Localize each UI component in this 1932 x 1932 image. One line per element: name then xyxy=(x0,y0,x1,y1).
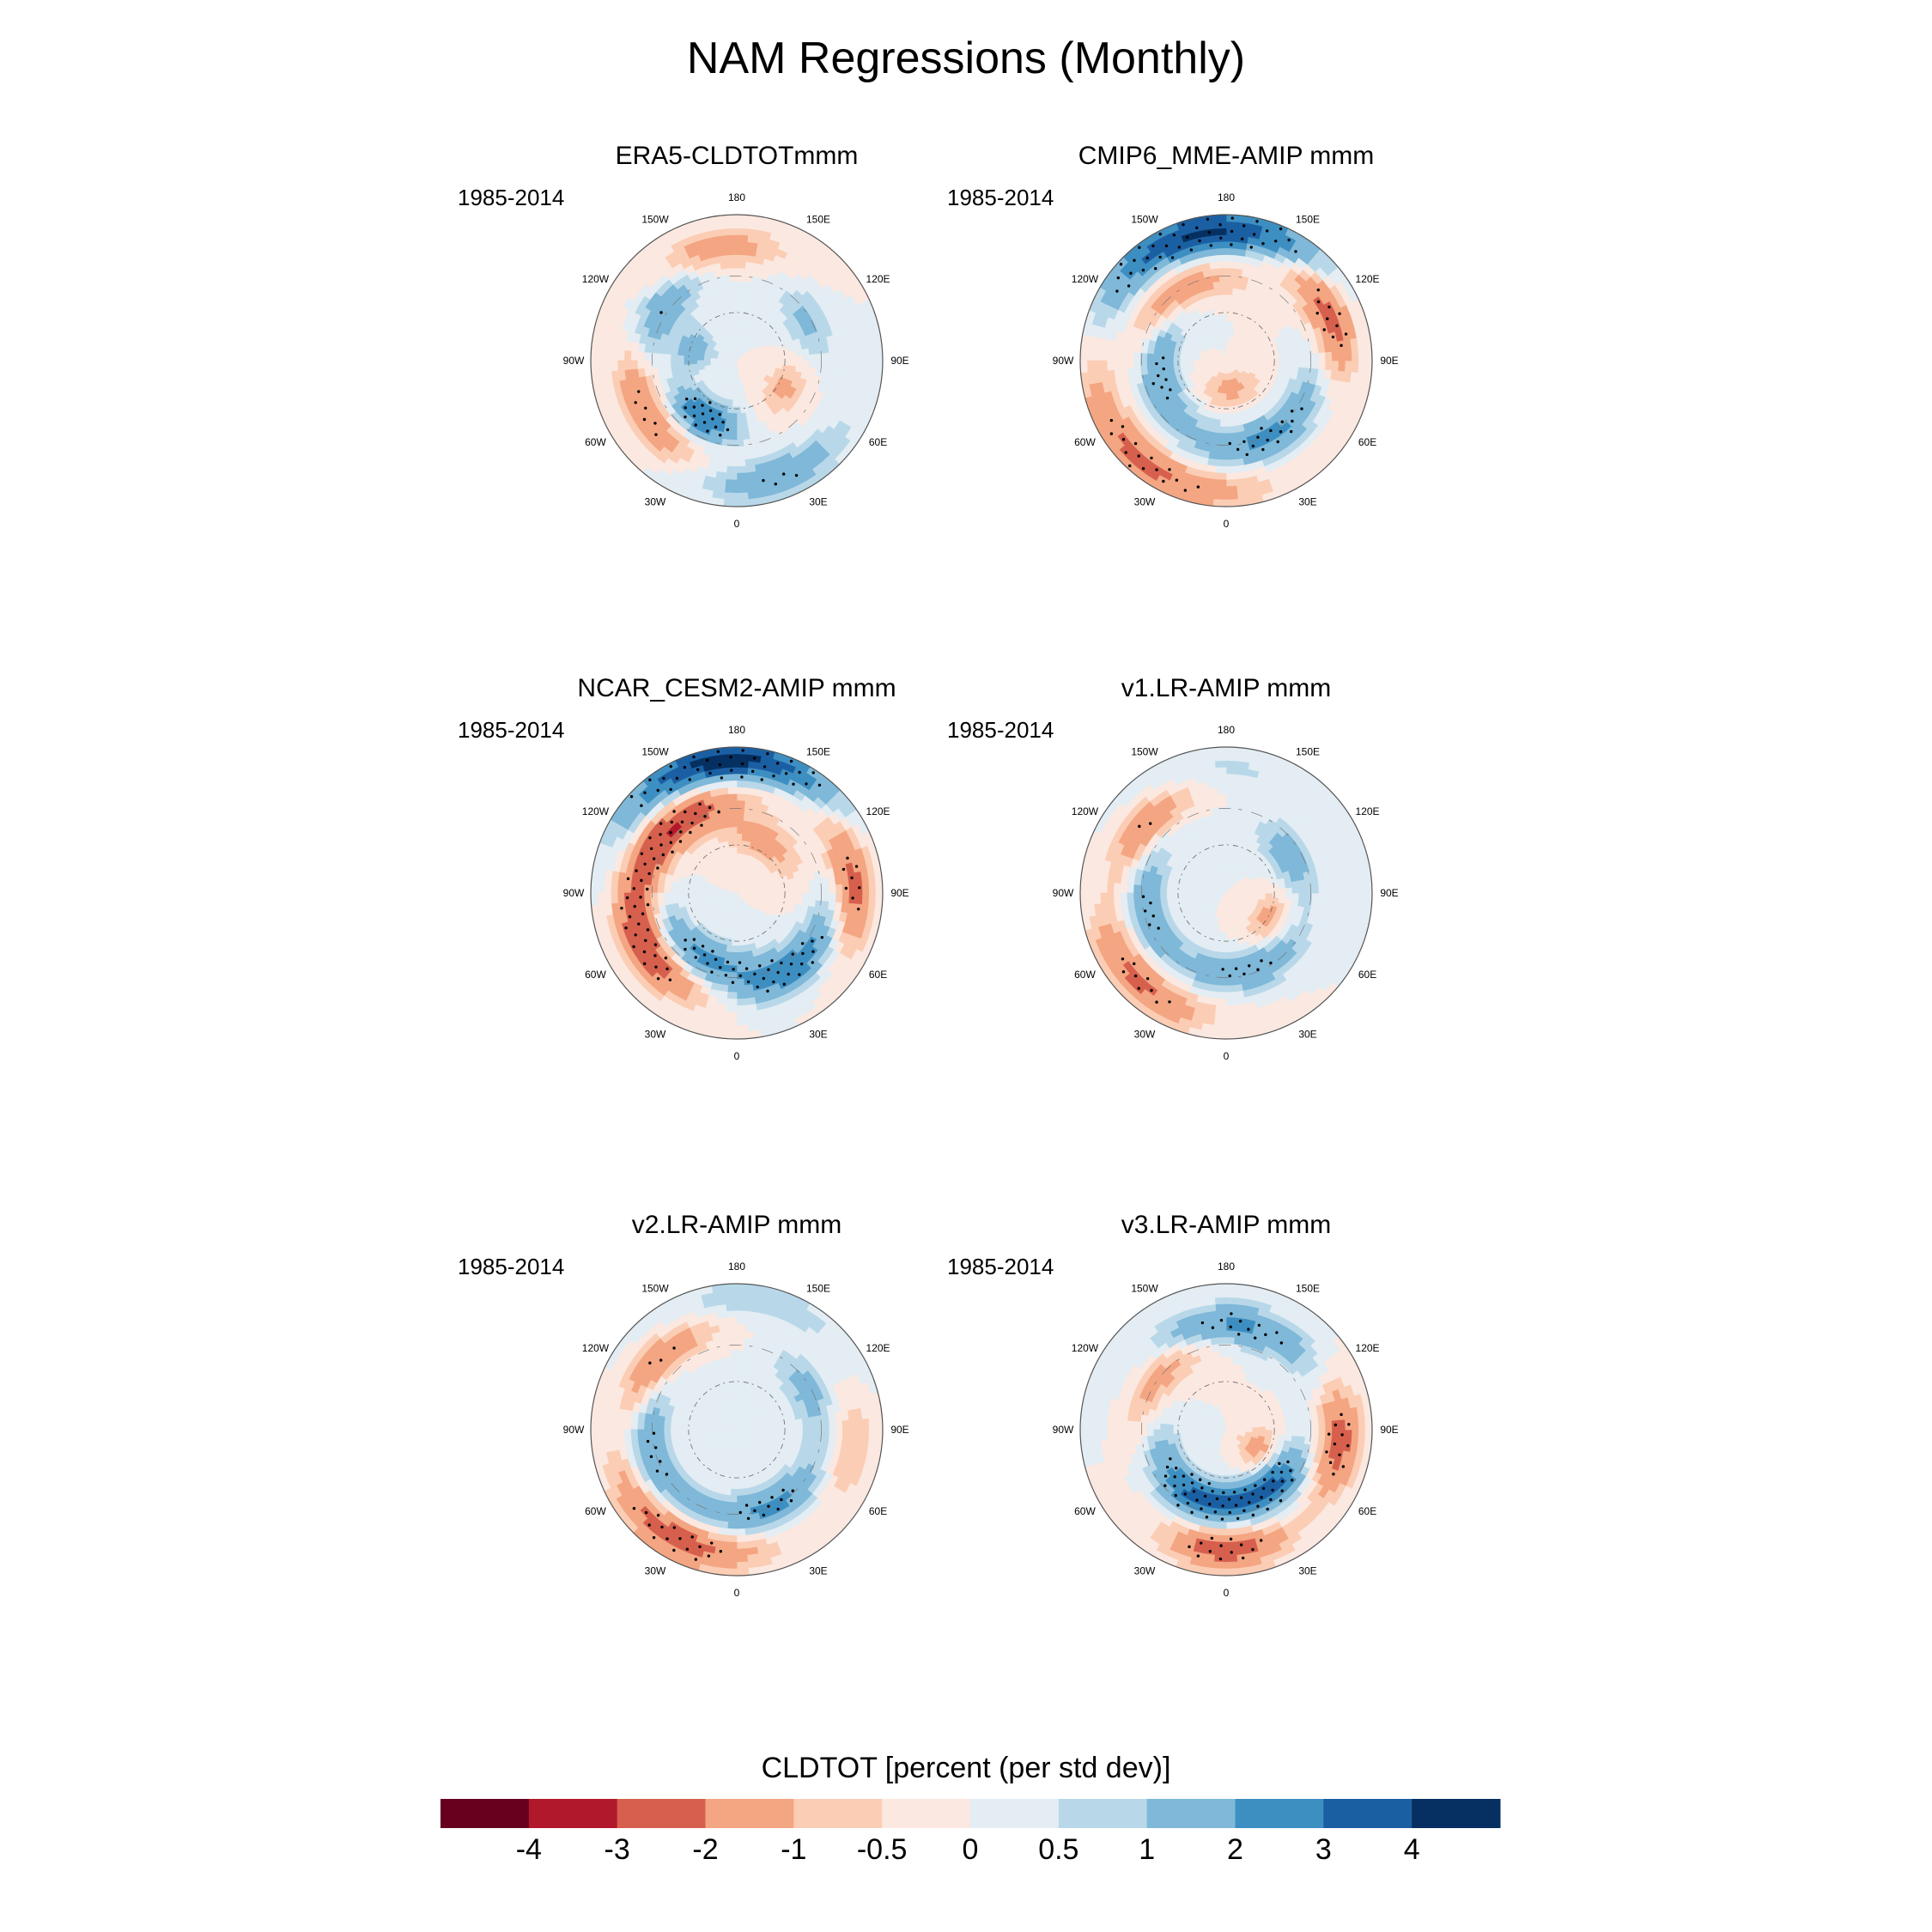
significance-dot xyxy=(683,406,687,410)
significance-dot xyxy=(702,421,707,424)
significance-dot xyxy=(701,412,705,416)
significance-dot xyxy=(708,401,712,404)
significance-dot xyxy=(694,423,697,427)
significance-dot xyxy=(711,417,714,421)
panel-period: 1985-2014 xyxy=(458,185,565,210)
significance-dot xyxy=(708,409,713,412)
significance-dot xyxy=(714,425,718,429)
significance-dot xyxy=(685,397,689,401)
significance-dot xyxy=(706,429,709,433)
significance-dot xyxy=(659,311,663,314)
significance-dot xyxy=(644,406,647,410)
significance-dot xyxy=(701,404,704,407)
significance-dot xyxy=(637,390,641,393)
panel-title: ERA5-CLDTOTmmm xyxy=(615,142,859,170)
significance-dot xyxy=(693,397,697,401)
significance-dot xyxy=(719,434,722,437)
significance-dot xyxy=(721,420,725,424)
significance-dot xyxy=(692,405,696,409)
figure-title: NAM Regressions (Monthly) xyxy=(686,33,1246,83)
significance-dot xyxy=(726,428,730,432)
significance-dot xyxy=(692,414,696,418)
panel-era5: ERA5-CLDTOTmmm 1985-2014 0 30E 60E 90E 120E 1… xyxy=(428,142,1046,623)
significance-dot xyxy=(718,412,721,416)
significance-dot xyxy=(683,415,687,419)
